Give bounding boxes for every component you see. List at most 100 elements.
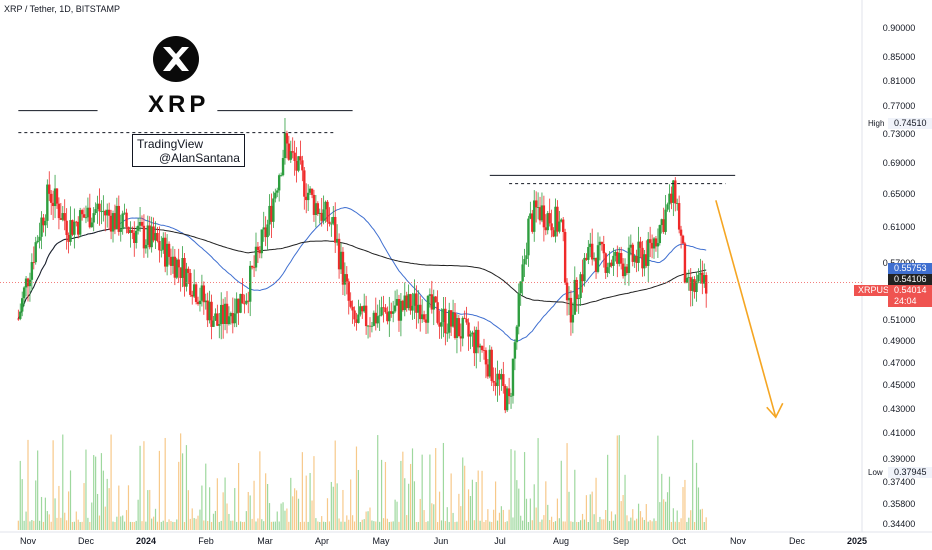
volume-bar [284, 510, 286, 530]
candle-body [299, 156, 302, 161]
high-value-box: 0.74510 [888, 118, 932, 129]
volume-bar [326, 498, 329, 530]
volume-bar [309, 472, 311, 530]
candle-body [600, 241, 604, 244]
candle-body [38, 236, 41, 241]
volume-bar [125, 510, 128, 530]
candle-body [434, 296, 437, 303]
xrp-logo: XRP [148, 36, 222, 118]
price-tick-label: 0.34400 [883, 519, 916, 529]
price-tick-label: 0.69000 [883, 158, 916, 168]
candle-body [388, 311, 391, 322]
volume-bar [52, 440, 54, 530]
volume-bar [541, 519, 543, 530]
volume-bar [402, 451, 404, 530]
candle-body [625, 266, 629, 273]
candle-body [645, 254, 648, 266]
volume-bar [23, 520, 25, 530]
candle-body [55, 188, 59, 204]
volume-bar [35, 480, 37, 530]
volume-bar [290, 477, 292, 530]
volume-bar [500, 506, 502, 530]
candle-body [260, 229, 263, 254]
candle-body [558, 221, 561, 232]
volume-bar [423, 510, 425, 530]
candle-body [467, 322, 470, 337]
volume-bar [278, 521, 280, 530]
candle-body [704, 275, 708, 294]
candle-body [200, 285, 204, 301]
volume-bar [466, 520, 468, 530]
time-tick-label: Feb [198, 536, 214, 546]
volume-bar [127, 485, 130, 530]
candle-body [581, 274, 584, 282]
volume-bar [64, 512, 66, 530]
volume-bar [639, 511, 642, 530]
candle-body [221, 304, 225, 324]
volume-bar [464, 465, 466, 530]
candle-body [465, 318, 468, 323]
volume-bar [668, 476, 671, 530]
volume-bar [214, 510, 217, 530]
volume-bar [624, 474, 626, 530]
candle-body [420, 314, 424, 320]
price-tick-label: 0.49000 [883, 336, 916, 346]
candle-body [677, 203, 681, 230]
volume-bar [599, 516, 601, 530]
volume-bar [19, 460, 21, 530]
volume-bar [446, 507, 448, 530]
candle-body [84, 217, 88, 219]
candle-body [627, 247, 631, 273]
volume-bar [637, 503, 640, 530]
volume-bar [388, 521, 390, 530]
candle-body [233, 313, 236, 324]
candle-body [639, 241, 642, 248]
candle-body [146, 225, 149, 245]
volume-bar [112, 521, 114, 530]
candle-body [390, 311, 393, 314]
volume-bar [371, 520, 373, 530]
volume-bar [120, 516, 122, 530]
volume-bar [458, 493, 460, 530]
volume-bar [523, 452, 526, 530]
volume-bar [450, 473, 452, 530]
volume-bar [108, 488, 110, 530]
volume-bar [79, 522, 81, 530]
volume-bar [417, 521, 419, 530]
candle-body [436, 302, 439, 323]
candle-body [127, 226, 130, 233]
candle-body [129, 230, 132, 233]
volume-bar [614, 514, 616, 530]
volume-bar [469, 496, 472, 530]
volume-bar [440, 520, 443, 530]
volume-bar [552, 521, 555, 530]
candle-body [258, 249, 262, 254]
candle-body [523, 259, 526, 265]
candle-body [150, 226, 153, 248]
candle-body [579, 274, 582, 299]
time-tick-label: Dec [78, 536, 95, 546]
volume-bar [396, 501, 398, 530]
candle-body [49, 193, 53, 203]
volume-bar [661, 473, 663, 530]
candle-body [399, 300, 403, 321]
candle-body [505, 388, 509, 411]
candle-body [376, 316, 379, 324]
volume-bar [241, 521, 244, 530]
candle-body [616, 251, 619, 264]
candle-body [415, 293, 418, 313]
candle-body [608, 262, 611, 268]
candle-body [596, 245, 600, 272]
volume-bar [605, 509, 607, 530]
candle-body [281, 158, 285, 176]
candle-body [183, 258, 186, 287]
volume-bar [141, 521, 143, 530]
candle-body [78, 210, 82, 235]
low-value-box: 0.37945 [888, 467, 932, 478]
volume-bar [197, 515, 199, 530]
candle-body [138, 221, 142, 226]
time-tick-label: May [372, 536, 390, 546]
volume-bar [195, 518, 197, 530]
candle-body [672, 180, 675, 203]
